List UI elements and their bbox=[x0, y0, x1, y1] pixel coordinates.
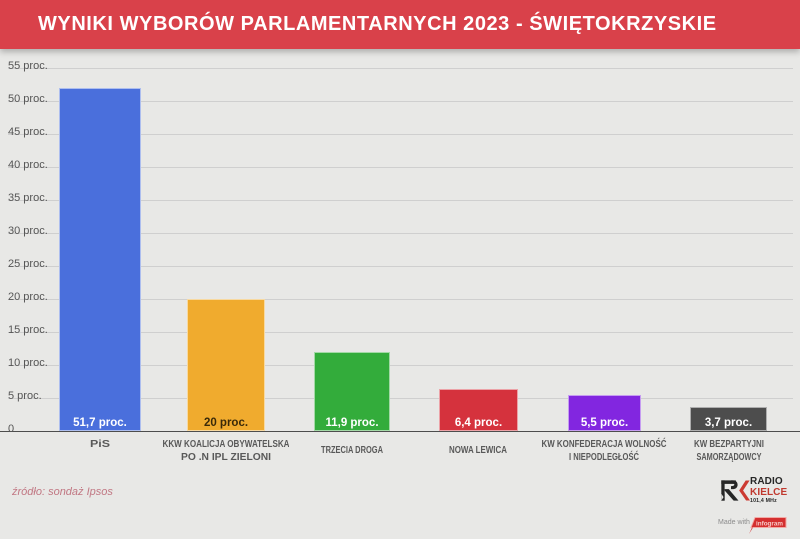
svg-text:I NIEPODLEGŁOŚĆ: I NIEPODLEGŁOŚĆ bbox=[569, 450, 639, 463]
svg-text:KKW KOALICJA OBYWATELSKA: KKW KOALICJA OBYWATELSKA bbox=[163, 439, 289, 450]
svg-text:SAMORZĄDOWCY: SAMORZĄDOWCY bbox=[697, 452, 762, 463]
svg-text:NOWA LEWICA: NOWA LEWICA bbox=[449, 445, 507, 456]
svg-text:PiS: PiS bbox=[90, 439, 110, 450]
svg-text:PO .N IPL ZIELONI: PO .N IPL ZIELONI bbox=[181, 452, 271, 463]
svg-text:TRZECIA DROGA: TRZECIA DROGA bbox=[321, 445, 383, 456]
svg-text:infogram: infogram bbox=[756, 520, 783, 527]
svg-text:KW BEZPARTYJNI: KW BEZPARTYJNI bbox=[694, 439, 764, 450]
svg-text:KW KONFEDERACJA WOLNOŚĆ: KW KONFEDERACJA WOLNOŚĆ bbox=[542, 437, 667, 450]
